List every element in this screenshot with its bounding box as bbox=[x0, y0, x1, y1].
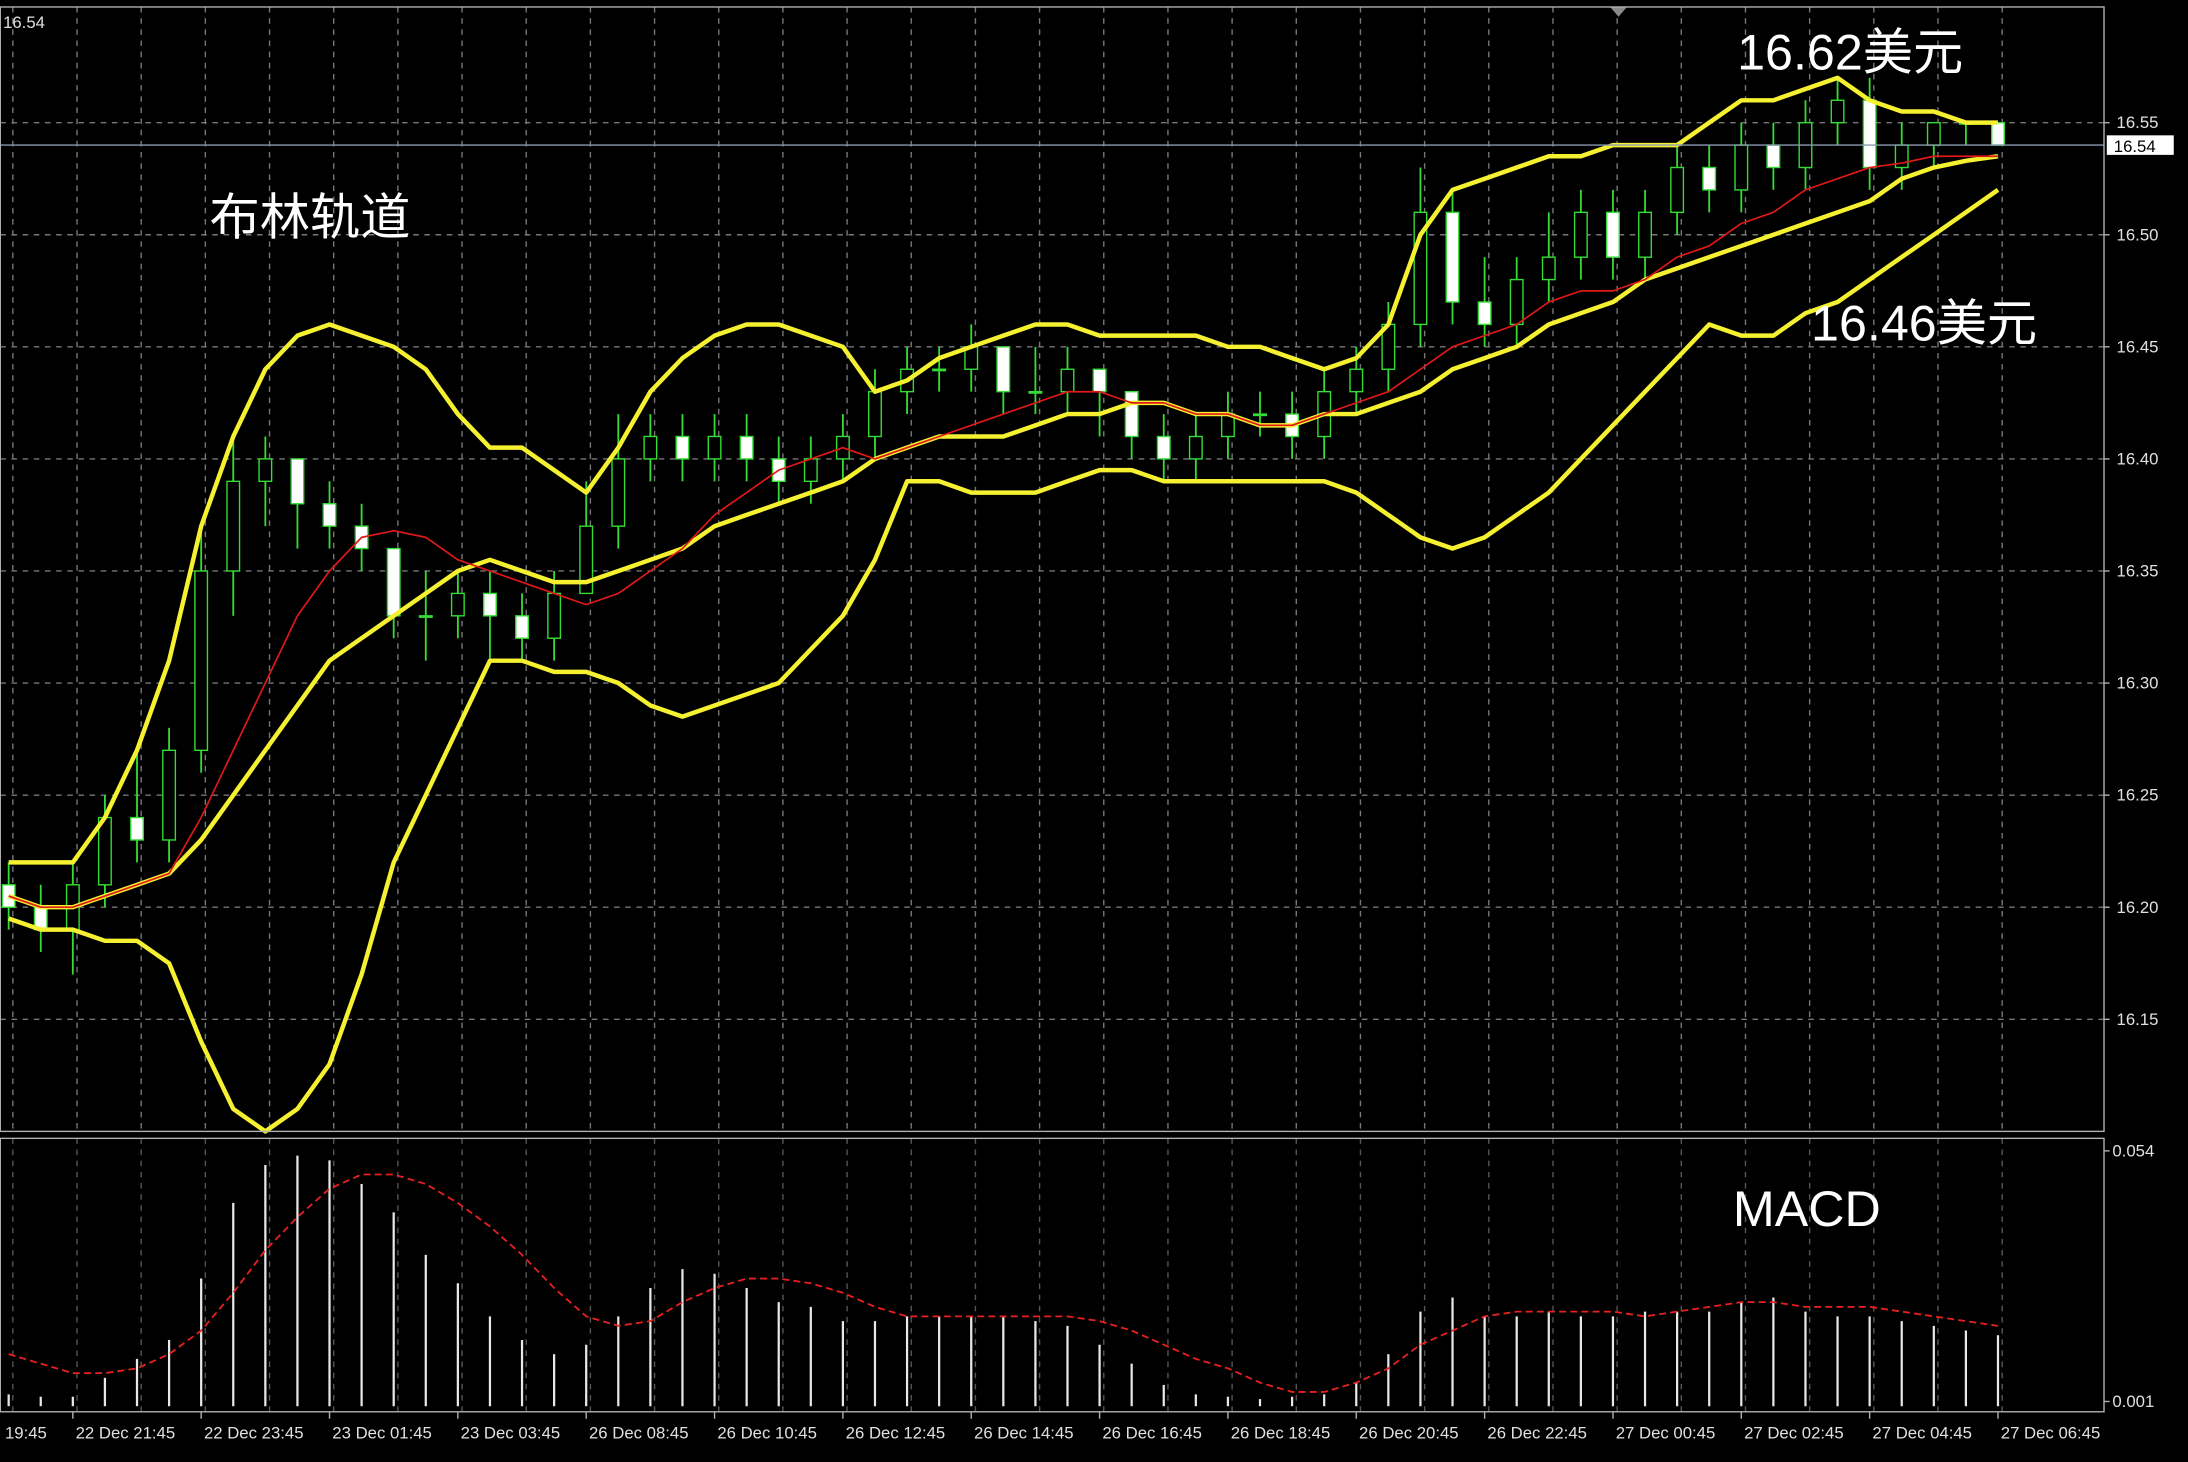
candle-body bbox=[1573, 211, 1588, 258]
candle-body bbox=[1734, 144, 1749, 191]
candle-body bbox=[1124, 390, 1139, 438]
x-tick-label: 22 Dec 19:45 bbox=[0, 1423, 47, 1442]
layer: 16.15 16.20 16.25 16.30 16.35 16.40 16.45 16.50… bbox=[0, 6, 2174, 1442]
candle-body bbox=[996, 346, 1011, 393]
y-tick-label: 16.50 bbox=[2117, 225, 2159, 244]
x-tick-label: 22 Dec 21:45 bbox=[76, 1423, 176, 1442]
candle-body bbox=[1060, 368, 1075, 393]
candle-body bbox=[1253, 413, 1267, 417]
candle-body bbox=[1028, 390, 1043, 394]
candle-body bbox=[1862, 99, 1877, 169]
x-tick-label: 23 Dec 01:45 bbox=[332, 1423, 432, 1442]
macd-title: MACD bbox=[1733, 1181, 1881, 1237]
y-tick-label: 16.45 bbox=[2117, 337, 2159, 356]
candle-body bbox=[1605, 211, 1620, 258]
candle-body bbox=[130, 816, 144, 841]
shift-marker bbox=[1610, 6, 1627, 17]
candle-body bbox=[386, 547, 401, 617]
y-tick-label: 16.15 bbox=[2117, 1010, 2159, 1029]
candle-body bbox=[579, 525, 594, 595]
x-tick-label: 23 Dec 03:45 bbox=[461, 1423, 561, 1442]
x-tick-label: 26 Dec 08:45 bbox=[589, 1423, 689, 1442]
line-series bbox=[8, 155, 1998, 909]
x-tick-label: 26 Dec 20:45 bbox=[1359, 1423, 1459, 1442]
indicator-title: 布林轨道 bbox=[210, 189, 411, 245]
macd-pane-frame bbox=[0, 1137, 2105, 1413]
candle-body bbox=[1670, 166, 1685, 214]
candle-body bbox=[290, 458, 305, 505]
candle-body bbox=[611, 458, 626, 527]
candle-body bbox=[1477, 301, 1492, 326]
line-series bbox=[7, 188, 2000, 1134]
candle-body bbox=[482, 592, 497, 617]
y-tick-label: 0.054 bbox=[2112, 1141, 2154, 1160]
candle-body bbox=[739, 435, 754, 460]
x-tick-label: 26 Dec 18:45 bbox=[1231, 1423, 1331, 1442]
candle-body bbox=[1991, 121, 2005, 146]
candle-body bbox=[803, 458, 818, 483]
line-series bbox=[8, 1173, 1999, 1393]
candle-body bbox=[97, 816, 112, 886]
candle-body bbox=[322, 503, 337, 527]
candle-body bbox=[226, 480, 241, 572]
last-price-corner: 16.54 bbox=[3, 13, 45, 32]
x-tick-label: 26 Dec 16:45 bbox=[1102, 1423, 1202, 1442]
candle-body bbox=[675, 435, 690, 460]
candle-body bbox=[450, 592, 465, 617]
candle-body bbox=[1445, 211, 1460, 303]
y-tick-label: 16.30 bbox=[2117, 674, 2159, 693]
y-tick-label: 16.40 bbox=[2117, 449, 2159, 468]
x-tick-label: 26 Dec 12:45 bbox=[846, 1423, 946, 1442]
candle-body bbox=[1349, 368, 1364, 393]
candle-body bbox=[1188, 435, 1203, 460]
x-tick-label: 26 Dec 22:45 bbox=[1487, 1423, 1587, 1442]
x-tick-label: 26 Dec 14:45 bbox=[974, 1423, 1074, 1442]
candle-body bbox=[1638, 211, 1653, 258]
candle-body bbox=[1509, 278, 1524, 326]
last-price-label: 16.54 bbox=[2114, 137, 2156, 156]
candle-body bbox=[1702, 166, 1717, 191]
line-series bbox=[7, 154, 1999, 910]
x-tick-label: 26 Dec 10:45 bbox=[717, 1423, 817, 1442]
x-tick-label: 22 Dec 23:45 bbox=[204, 1423, 304, 1442]
candle-body bbox=[258, 458, 273, 483]
candle-body bbox=[1541, 256, 1556, 281]
y-tick-label: 0.001 bbox=[2112, 1392, 2154, 1411]
candle-body bbox=[868, 390, 882, 438]
x-tick-label: 27 Dec 02:45 bbox=[1744, 1423, 1844, 1442]
y-tick-label: 16.55 bbox=[2117, 113, 2159, 132]
x-tick-label: 27 Dec 04:45 bbox=[1872, 1423, 1972, 1442]
x-tick-label: 27 Dec 06:45 bbox=[2001, 1423, 2101, 1442]
price-pane-frame bbox=[0, 6, 2105, 1133]
y-tick-label: 16.25 bbox=[2117, 786, 2159, 805]
candle-body bbox=[932, 368, 947, 372]
candle-body bbox=[162, 749, 177, 841]
candle-body bbox=[1766, 144, 1781, 169]
candle-body bbox=[515, 615, 530, 639]
y-tick-label: 16.35 bbox=[2117, 562, 2159, 581]
last-price-box bbox=[2106, 135, 2174, 155]
candle-body bbox=[1926, 121, 1941, 146]
candle-body bbox=[1092, 368, 1107, 393]
x-tick-label: 27 Dec 00:45 bbox=[1616, 1423, 1716, 1442]
annotation: 16.46美元 bbox=[1811, 295, 2037, 351]
candle-body bbox=[1830, 99, 1845, 124]
candle-body bbox=[418, 615, 433, 618]
annotation: 16.62美元 bbox=[1737, 25, 1963, 81]
candle-body bbox=[194, 570, 209, 752]
candle-body bbox=[1156, 435, 1171, 460]
candle-body bbox=[643, 435, 658, 460]
candle-body bbox=[707, 435, 722, 460]
candle-body bbox=[547, 592, 562, 639]
y-tick-label: 16.20 bbox=[2117, 898, 2159, 917]
